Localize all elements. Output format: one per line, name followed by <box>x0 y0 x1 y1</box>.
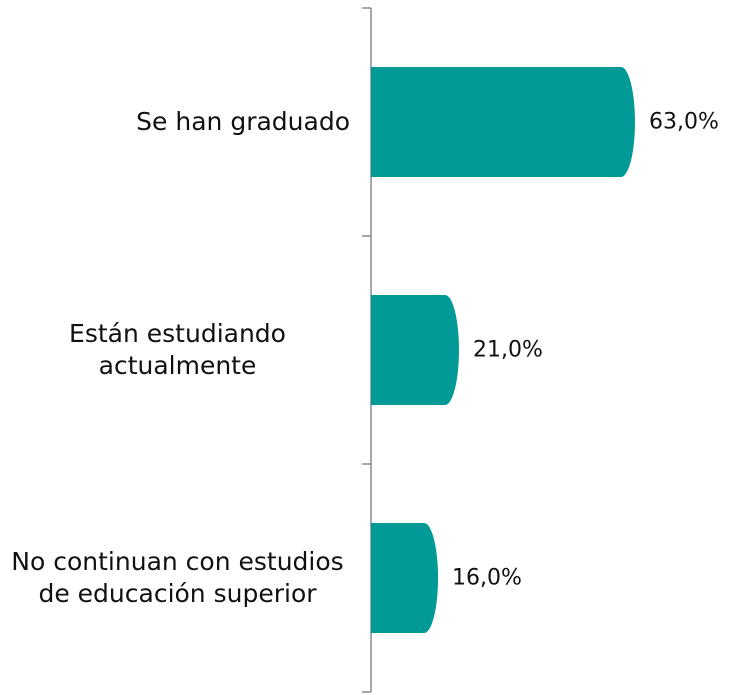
bar <box>371 523 439 633</box>
value-label: 63,0% <box>649 109 719 135</box>
category-label: No continuan con estudios de educación s… <box>11 547 344 608</box>
bar <box>371 295 459 405</box>
category-label: Se han graduado <box>136 107 350 136</box>
category-label: Están estudiando actualmente <box>69 319 286 380</box>
value-label: 16,0% <box>452 565 522 591</box>
value-label: 21,0% <box>473 337 543 363</box>
bar <box>371 67 635 177</box>
